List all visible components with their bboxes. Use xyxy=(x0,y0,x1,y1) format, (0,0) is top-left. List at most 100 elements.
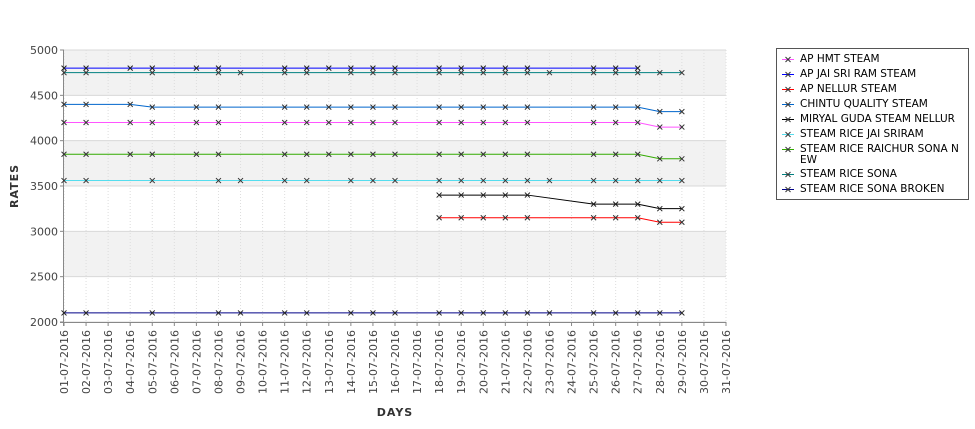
legend-label: STEAM RICE RAICHUR SONA NEW xyxy=(800,143,959,166)
x-tick-label: 01-07-2016 xyxy=(58,330,71,394)
data-point xyxy=(546,69,553,76)
data-point xyxy=(348,104,354,110)
data-point xyxy=(127,151,134,158)
legend-label: CHINTU QUALITY STEAM xyxy=(800,98,928,110)
data-point xyxy=(656,124,663,130)
x-tick-label: 05-07-2016 xyxy=(146,330,159,394)
legend-item: CHINTU QUALITY STEAM xyxy=(777,96,968,111)
data-point xyxy=(281,177,288,184)
data-point xyxy=(436,119,442,126)
data-point xyxy=(590,151,597,158)
data-point xyxy=(215,151,222,158)
data-point xyxy=(237,177,244,184)
series-line xyxy=(64,122,682,128)
data-point xyxy=(237,69,244,76)
data-point xyxy=(679,155,685,162)
x-tick-label: 13-07-2016 xyxy=(323,330,336,394)
data-point xyxy=(524,192,531,198)
data-point xyxy=(83,151,89,158)
data-point xyxy=(679,108,685,115)
data-point xyxy=(612,151,619,158)
data-point xyxy=(502,69,509,76)
data-point xyxy=(61,310,67,316)
data-point xyxy=(348,310,354,316)
y-tick-label: 5000 xyxy=(30,44,58,57)
data-point xyxy=(656,177,663,184)
data-point xyxy=(370,65,376,71)
data-point xyxy=(61,151,67,158)
x-tick-label: 09-07-2016 xyxy=(235,330,248,394)
data-point xyxy=(679,219,685,226)
x-tick-label: 14-07-2016 xyxy=(345,330,358,394)
data-point xyxy=(502,214,509,221)
data-point xyxy=(215,177,222,184)
legend-label: AP HMT STEAM xyxy=(800,53,880,65)
data-point xyxy=(590,214,597,221)
x-tick-label: 06-07-2016 xyxy=(168,330,181,394)
data-point xyxy=(215,104,222,110)
data-point xyxy=(656,108,663,115)
data-point xyxy=(215,65,222,71)
data-point xyxy=(436,192,442,198)
data-point xyxy=(634,65,641,71)
series-steam-rice-sona xyxy=(61,69,685,76)
data-point xyxy=(215,310,222,316)
data-point xyxy=(458,177,465,184)
data-point xyxy=(370,69,376,76)
legend-item: AP NELLUR STEAM xyxy=(777,81,968,96)
data-point xyxy=(502,65,509,71)
data-point xyxy=(524,151,531,158)
series-steam-rice-jai-sriram xyxy=(61,177,685,184)
series-line xyxy=(64,153,682,160)
data-point xyxy=(193,151,200,158)
data-point xyxy=(61,65,67,71)
data-point xyxy=(392,151,398,158)
x-tick-label: 31-07-2016 xyxy=(720,330,733,394)
data-point xyxy=(679,124,685,130)
data-point xyxy=(149,177,156,184)
x-tick-label: 20-07-2016 xyxy=(477,330,490,394)
data-point xyxy=(303,69,310,76)
data-point xyxy=(502,104,509,110)
legend-marker-icon xyxy=(782,86,794,93)
data-point xyxy=(502,151,509,158)
data-point xyxy=(524,69,531,76)
legend-label: AP NELLUR STEAM xyxy=(800,83,897,95)
data-point xyxy=(436,69,442,76)
data-point xyxy=(392,119,398,126)
data-point xyxy=(149,104,156,110)
data-point xyxy=(480,177,487,184)
data-point xyxy=(281,119,288,126)
data-point xyxy=(679,310,685,316)
x-axis-ticks: 01-07-2016 02-07-2016 03-07-2016 04-07-2016… xyxy=(58,322,733,394)
legend-marker-icon xyxy=(782,131,794,138)
data-point xyxy=(303,177,310,184)
x-tick-label: 04-07-2016 xyxy=(124,330,137,394)
legend-label: STEAM RICE SONA xyxy=(800,168,897,180)
data-point xyxy=(149,119,156,126)
data-point xyxy=(480,192,487,198)
data-point xyxy=(83,310,89,316)
plot-band xyxy=(64,95,726,141)
data-point xyxy=(679,69,685,76)
data-point xyxy=(149,310,156,316)
y-tick-label: 3500 xyxy=(30,180,58,193)
legend-label: MIRYAL GUDA STEAM NELLUR xyxy=(800,113,955,125)
y-tick-label: 3000 xyxy=(30,225,58,238)
series-miryal-guda-steam-nellur xyxy=(436,192,685,212)
legend-item: STEAM RICE SONA xyxy=(777,166,968,181)
x-tick-label: 24-07-2016 xyxy=(566,330,579,394)
data-point xyxy=(348,69,354,76)
data-point xyxy=(612,201,619,207)
x-tick-label: 12-07-2016 xyxy=(301,330,314,394)
data-point xyxy=(149,151,156,158)
series-ap-jai-sri-ram-steam xyxy=(61,65,641,71)
axes xyxy=(60,50,726,326)
data-point xyxy=(590,69,597,76)
data-point xyxy=(303,151,310,158)
series-layer xyxy=(61,65,685,316)
legend-label: AP JAI SRI RAM STEAM xyxy=(800,68,917,80)
x-axis-title: DAYS xyxy=(377,406,413,419)
legend-marker-icon xyxy=(782,116,794,123)
